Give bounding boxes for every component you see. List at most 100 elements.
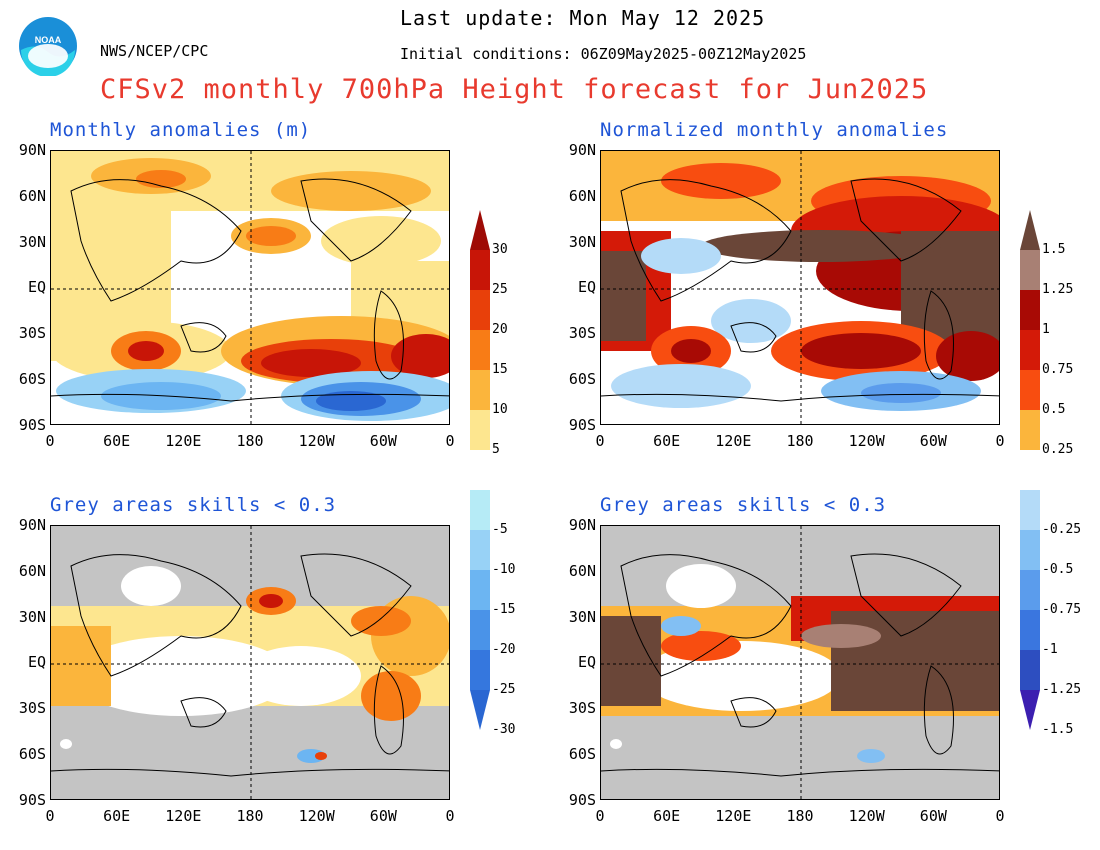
lat-label: 90S [18, 415, 46, 434]
colorbar-segment [1020, 650, 1040, 690]
lon-label: 180 [236, 807, 264, 825]
colorbar-label: 1.25 [1042, 282, 1074, 297]
colorbar-label: 25 [492, 282, 508, 297]
lat-label: 60S [18, 745, 46, 763]
lon-label: 120E [165, 807, 202, 825]
colorbar-segment [1020, 250, 1040, 290]
lon-label: 180 [236, 432, 264, 450]
colorbar-segment [1020, 330, 1040, 370]
lon-label: 60E [103, 807, 131, 825]
colorbar-segment [1020, 610, 1040, 650]
lon-label: 120E [165, 432, 202, 450]
colorbar-neutral-segment [1020, 450, 1040, 490]
colorbar-label: -1.5 [1042, 722, 1074, 737]
colorbar-segment [1020, 370, 1040, 410]
lat-label: 30N [18, 607, 46, 626]
lat-label: 90S [18, 790, 46, 809]
panel-title-skill-left: Grey areas skills < 0.3 [50, 494, 337, 516]
lon-label: 0 [445, 807, 455, 825]
map-anomalies [51, 151, 449, 424]
lon-label: 0 [45, 807, 55, 825]
lat-label: EQ [577, 278, 596, 297]
lon-label: 60W [369, 807, 397, 825]
colorbar-label: 1.5 [1042, 242, 1066, 257]
colorbar-segment [470, 490, 490, 530]
initial-conditions: Initial conditions: 06Z09May2025-00Z12Ma… [400, 45, 807, 63]
colorbar-label: 0.75 [1042, 362, 1074, 377]
colorbar-segment [1020, 530, 1040, 570]
lon-label: 60W [369, 432, 397, 450]
colorbar-segment [470, 330, 490, 370]
lat-label: 90N [18, 141, 46, 159]
lat-label: 30S [18, 699, 46, 718]
lon-label: 60E [103, 432, 131, 450]
lat-label: 90S [568, 790, 596, 809]
lat-label: 60N [18, 561, 46, 580]
colorbar-label: 0.5 [1042, 402, 1066, 417]
lon-label: 120W [848, 807, 885, 825]
noaa-logo-icon: NOAA [19, 17, 77, 77]
colorbar-label: -20 [492, 642, 516, 657]
colorbar-label: -1.25 [1042, 682, 1082, 697]
colorbar-label: -0.5 [1042, 562, 1074, 577]
lat-label: 30N [568, 232, 596, 251]
map-panel-skill-left [50, 525, 450, 800]
colorbar-top-arrow [470, 210, 490, 250]
colorbar-segment [470, 650, 490, 690]
org-label: NWS/NCEP/CPC [100, 42, 209, 60]
colorbar-label: -25 [492, 682, 516, 697]
colorbar-label: 1 [1042, 322, 1050, 337]
colorbar-segment [470, 290, 490, 330]
panel-title-normalized: Normalized monthly anomalies [600, 119, 949, 141]
colorbar-label: -1 [1042, 642, 1058, 657]
lon-label: 120W [298, 807, 335, 825]
lon-label: 60E [653, 432, 681, 450]
colorbar-segment [1020, 410, 1040, 450]
colorbar-segment [470, 610, 490, 650]
lon-label: 0 [45, 432, 55, 450]
colorbar-neutral-segment [470, 450, 490, 490]
lon-label: 120W [298, 432, 335, 450]
colorbar-right [1020, 210, 1040, 730]
lat-label: EQ [27, 278, 46, 297]
lat-label: EQ [27, 653, 46, 672]
colorbar-label: 20 [492, 322, 508, 337]
lat-label: 30N [568, 607, 596, 626]
colorbar-label: -5 [492, 522, 508, 537]
colorbar-segment [1020, 290, 1040, 330]
colorbar-left [470, 210, 490, 730]
colorbar-label: -10 [492, 562, 516, 577]
lat-label: 90N [18, 516, 46, 534]
lat-label: EQ [577, 653, 596, 672]
lat-label: 60N [18, 186, 46, 205]
colorbar-label: 15 [492, 362, 508, 377]
lat-label: 60S [568, 370, 596, 388]
map-panel-skill-right [600, 525, 1000, 800]
panel-title-skill-right: Grey areas skills < 0.3 [600, 494, 887, 516]
lat-label: 90S [568, 415, 596, 434]
lat-label: 60N [568, 561, 596, 580]
panel-title-anomalies: Monthly anomalies (m) [50, 119, 312, 141]
lon-label: 60W [919, 807, 947, 825]
lon-label: 180 [786, 432, 814, 450]
map-skill-left [51, 526, 449, 799]
lat-label: 30S [18, 324, 46, 343]
colorbar-bottom-arrow [1020, 690, 1040, 730]
colorbar-top-arrow [1020, 210, 1040, 250]
map-normalized [601, 151, 999, 424]
lon-label: 0 [595, 432, 605, 450]
colorbar-label: -0.75 [1042, 602, 1082, 617]
lon-label: 0 [995, 807, 1005, 825]
lat-label: 60S [568, 745, 596, 763]
colorbar-label: -0.25 [1042, 522, 1082, 537]
map-panel-anomalies [50, 150, 450, 425]
colorbar-segment [470, 410, 490, 450]
lon-label: 0 [595, 807, 605, 825]
lat-label: 90N [568, 516, 596, 534]
last-update: Last update: Mon May 12 2025 [400, 6, 766, 30]
colorbar-segment [470, 370, 490, 410]
lon-label: 120E [715, 807, 752, 825]
page-title: CFSv2 monthly 700hPa Height forecast for… [100, 74, 929, 105]
map-skill-right [601, 526, 999, 799]
lon-label: 120E [715, 432, 752, 450]
